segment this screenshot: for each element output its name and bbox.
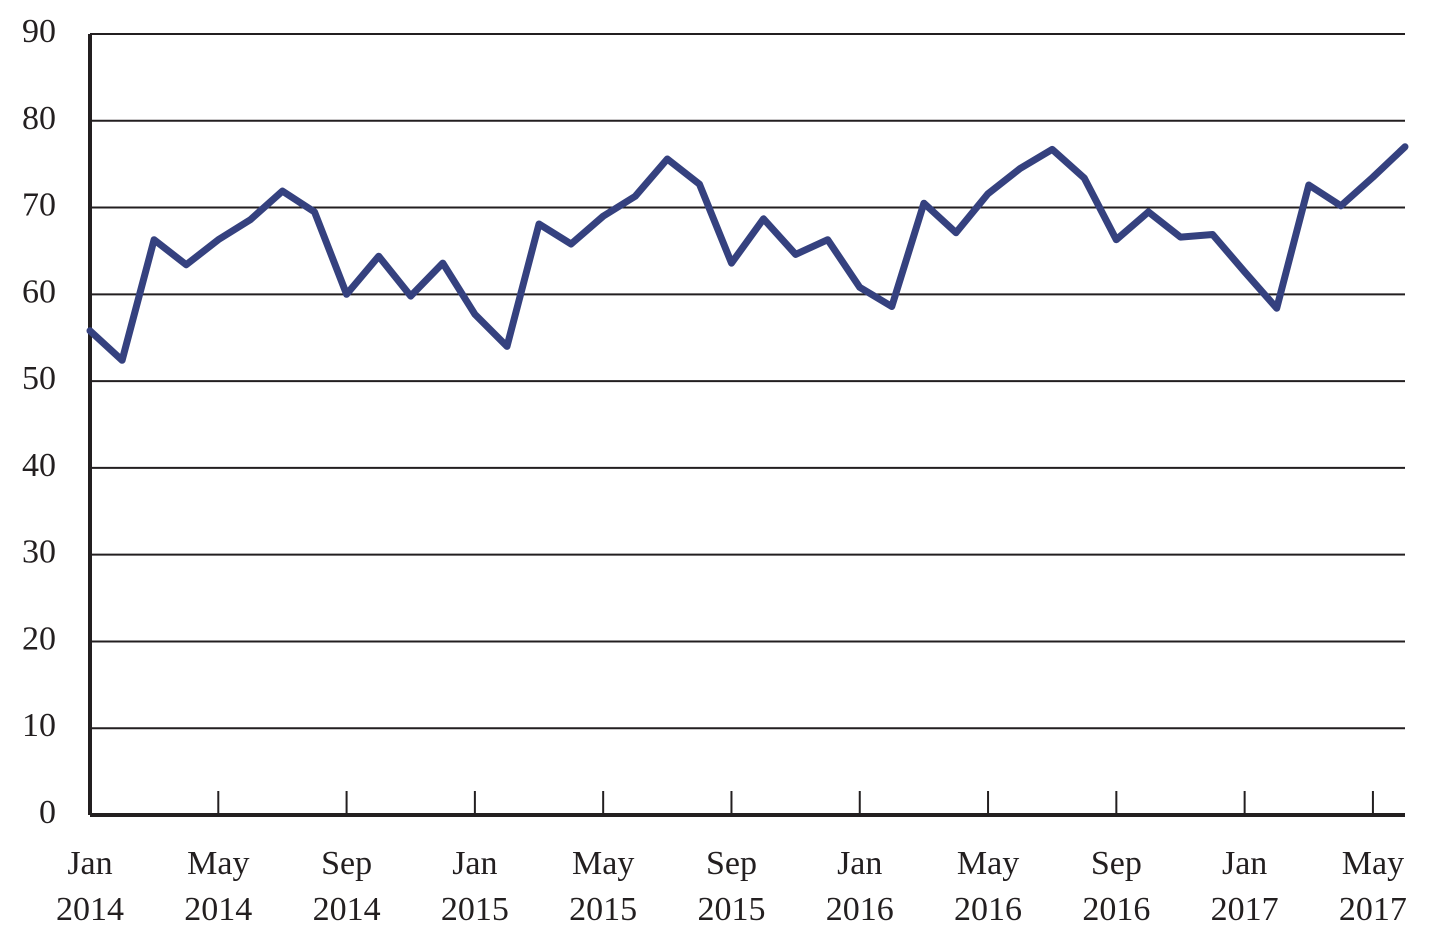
data-point: [121, 359, 123, 361]
data-point: [955, 232, 957, 234]
x-tick-year: 2014: [56, 891, 124, 928]
x-tick-year: 2016: [1082, 891, 1150, 928]
data-point: [1051, 148, 1053, 150]
data-point: [827, 239, 829, 241]
x-tick-label: Sep 2015: [697, 845, 765, 928]
x-tick-month: May: [187, 845, 249, 882]
series-group: [86, 143, 1409, 364]
y-tick-label: 50: [22, 360, 56, 397]
data-point: [538, 223, 540, 225]
data-point: [1276, 307, 1278, 309]
data-point: [346, 293, 348, 295]
x-axis-ticks: Jan 2014 May 2014 Sep 2014 Jan 2015 May 2015 Sep 20…: [56, 791, 1407, 928]
data-point: [410, 295, 412, 297]
data-point: [378, 255, 380, 257]
x-tick-year: 2017: [1339, 891, 1407, 928]
data-point: [923, 202, 925, 204]
x-tick-month: Sep: [706, 845, 757, 882]
x-tick-month: Sep: [1091, 845, 1142, 882]
gridlines: [90, 33, 1405, 730]
data-point: [153, 239, 155, 241]
x-tick-label: May 2017: [1339, 845, 1407, 928]
data-point: [891, 305, 893, 307]
data-point: [1404, 146, 1406, 148]
y-tick-label: 60: [22, 273, 56, 310]
data-point: [634, 195, 636, 197]
x-tick-label: Jan 2016: [826, 845, 894, 928]
y-tick-label: 30: [22, 534, 56, 571]
data-point: [474, 313, 476, 315]
y-tick-label: 10: [22, 707, 56, 744]
x-tick-label: May 2014: [184, 845, 252, 928]
data-point: [442, 262, 444, 264]
x-tick-month: May: [957, 845, 1019, 882]
data-point: [1308, 184, 1310, 186]
data-point: [795, 253, 797, 255]
data-point: [1340, 205, 1342, 207]
y-tick-label: 90: [22, 13, 56, 50]
x-tick-month: May: [572, 845, 634, 882]
y-tick-label: 70: [22, 187, 56, 224]
y-tick-label: 0: [39, 794, 56, 831]
x-tick-label: Sep 2016: [1082, 845, 1150, 928]
x-tick-year: 2016: [826, 891, 894, 928]
x-tick-label: Jan 2015: [441, 845, 509, 928]
data-point: [1372, 176, 1374, 178]
data-point: [1083, 177, 1085, 179]
x-tick-month: Jan: [837, 845, 882, 882]
data-point: [1019, 168, 1021, 170]
y-tick-label: 80: [22, 100, 56, 137]
series-line: [86, 143, 1409, 364]
x-tick-month: May: [1342, 845, 1404, 882]
data-point: [217, 239, 219, 241]
x-tick-year: 2014: [184, 891, 252, 928]
data-point: [314, 211, 316, 213]
x-tick-year: 2016: [954, 891, 1022, 928]
x-tick-year: 2017: [1211, 891, 1279, 928]
y-tick-label: 20: [22, 620, 56, 657]
data-point: [987, 193, 989, 195]
data-point: [1147, 211, 1149, 213]
data-point: [1244, 271, 1246, 273]
data-point: [602, 215, 604, 217]
data-point: [249, 219, 251, 221]
x-tick-year: 2015: [697, 891, 765, 928]
data-point: [698, 183, 700, 185]
x-tick-year: 2014: [313, 891, 381, 928]
x-tick-month: Jan: [452, 845, 497, 882]
x-tick-label: Jan 2014: [56, 845, 124, 928]
data-point: [666, 158, 668, 160]
data-point: [89, 330, 91, 332]
y-axis-tick-labels: 0 10 20 30 40 50 60 70 80 90: [22, 13, 56, 831]
x-tick-month: Jan: [67, 845, 112, 882]
data-point: [281, 190, 283, 192]
x-tick-year: 2015: [569, 891, 637, 928]
x-tick-month: Jan: [1222, 845, 1267, 882]
data-point: [859, 286, 861, 288]
data-point: [1115, 239, 1117, 241]
data-point: [570, 243, 572, 245]
data-point: [1212, 233, 1214, 235]
data-point: [730, 262, 732, 264]
data-point: [185, 264, 187, 266]
data-point: [1179, 236, 1181, 238]
y-tick-label: 40: [22, 447, 56, 484]
x-tick-label: Sep 2014: [313, 845, 381, 928]
x-tick-month: Sep: [321, 845, 372, 882]
x-tick-year: 2015: [441, 891, 509, 928]
data-point: [763, 218, 765, 220]
x-tick-label: May 2016: [954, 845, 1022, 928]
x-tick-label: Jan 2017: [1211, 845, 1279, 928]
x-tick-label: May 2015: [569, 845, 637, 928]
data-point: [506, 345, 508, 347]
